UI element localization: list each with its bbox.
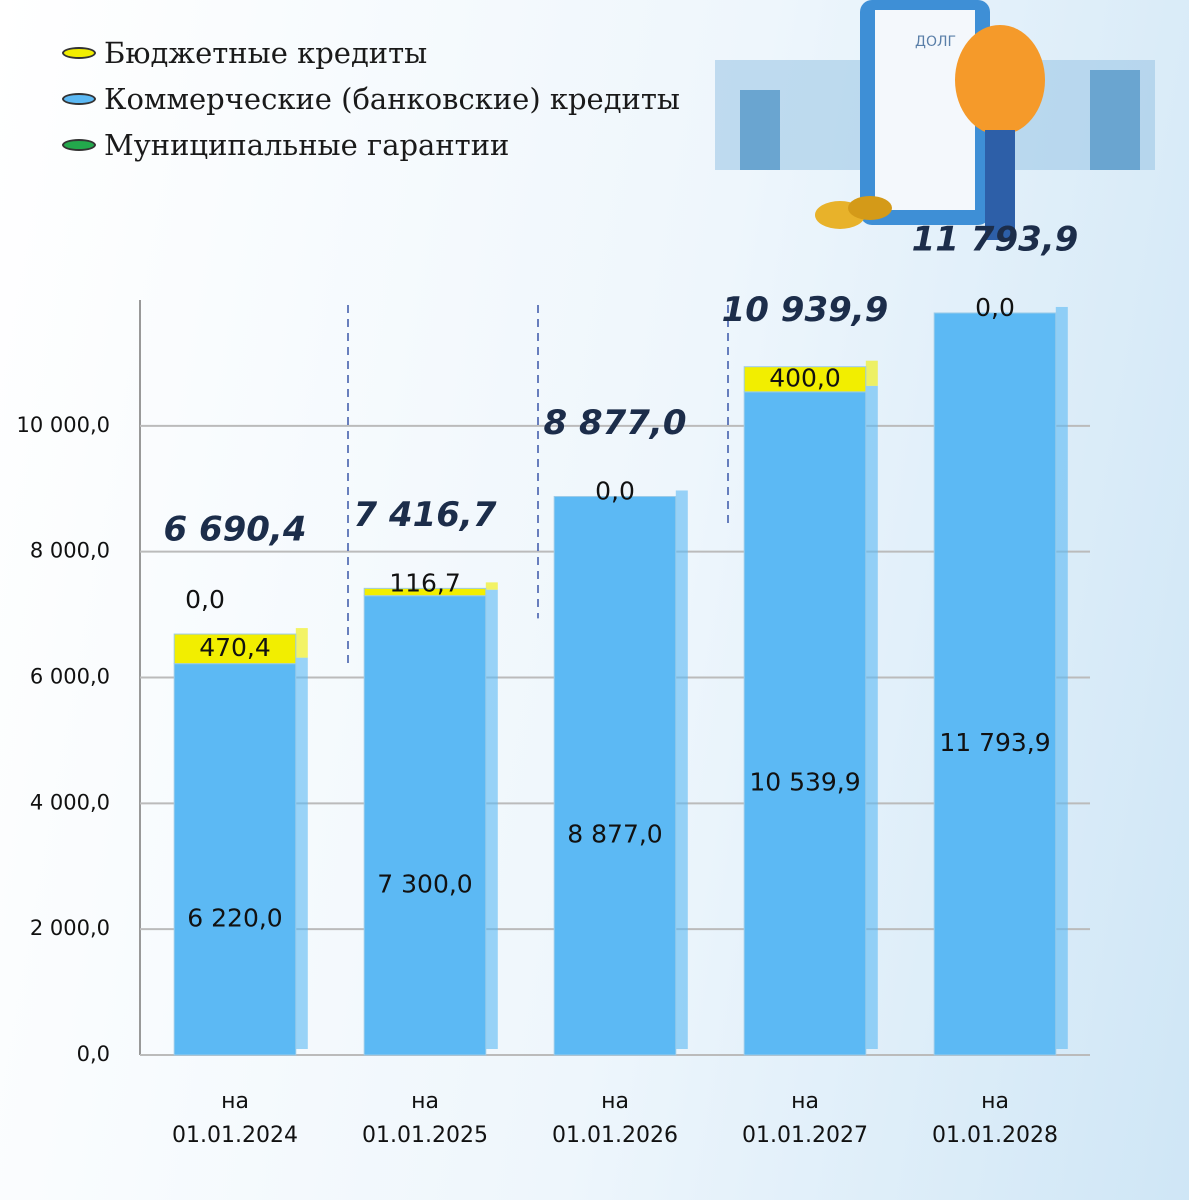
- x-tick-label: на 01.01.2027: [742, 1089, 868, 1148]
- value-label: 0,0: [185, 585, 225, 614]
- x-tick-label: на 01.01.2025: [362, 1089, 488, 1148]
- total-label: 6 690,4: [163, 509, 306, 549]
- value-label: 8 877,0: [567, 820, 662, 849]
- legend-label: Бюджетные кредиты: [104, 36, 428, 70]
- bar-segment: [743, 391, 867, 1056]
- legend-swatch: [62, 139, 96, 151]
- y-tick-label: 0,0: [77, 1042, 110, 1066]
- x-tick-label: на 01.01.2024: [172, 1089, 298, 1148]
- bar-segment: [553, 495, 677, 1056]
- bar-side: [675, 490, 688, 1049]
- legend: Бюджетные кредиты Коммерческие (банковски…: [62, 30, 680, 168]
- value-label: 470,4: [199, 633, 271, 662]
- legend-item: Муниципальные гарантии: [62, 122, 680, 168]
- bar-segment: [173, 663, 297, 1056]
- legend-item: Бюджетные кредиты: [62, 30, 680, 76]
- value-label: 6 220,0: [187, 903, 282, 932]
- legend-swatch: [62, 93, 96, 105]
- bar-side: [295, 657, 308, 1049]
- bar-side: [865, 385, 878, 1049]
- value-label: 11 793,9: [939, 728, 1050, 757]
- legend-swatch: [62, 47, 96, 59]
- x-tick-label: на 01.01.2028: [932, 1089, 1058, 1148]
- value-label: 0,0: [595, 476, 635, 505]
- bar-segment: [363, 595, 487, 1056]
- bar-segment: [363, 587, 487, 597]
- bar-side: [865, 360, 878, 386]
- total-label: 11 793,9: [912, 219, 1079, 259]
- svg-text:ДОЛГ: ДОЛГ: [915, 34, 956, 50]
- y-tick-label: 10 000,0: [16, 413, 110, 437]
- total-label: 10 939,9: [722, 290, 889, 330]
- bar-side: [1055, 306, 1068, 1049]
- total-label: 7 416,7: [353, 495, 496, 535]
- bar-segment: [933, 312, 1057, 1056]
- value-label: 7 300,0: [377, 869, 472, 898]
- legend-label: Муниципальные гарантии: [104, 128, 510, 162]
- bar-segment: [173, 633, 297, 665]
- bar-side: [295, 628, 308, 658]
- legend-item: Коммерческие (банковские) кредиты: [62, 76, 680, 122]
- x-tick-label: на 01.01.2026: [552, 1089, 678, 1148]
- value-label: 400,0: [769, 363, 841, 392]
- illustration: ДОЛГ: [715, 0, 1155, 240]
- bar-segment: [743, 366, 867, 393]
- value-label: 10 539,9: [749, 767, 860, 796]
- y-tick-label: 8 000,0: [30, 539, 110, 563]
- legend-label: Коммерческие (банковские) кредиты: [104, 82, 681, 116]
- y-tick-label: 6 000,0: [30, 665, 110, 689]
- bar-side: [485, 589, 498, 1049]
- total-label: 8 877,0: [543, 403, 686, 443]
- bar-side: [485, 582, 498, 590]
- value-label: 116,7: [389, 568, 461, 597]
- y-tick-label: 2 000,0: [30, 916, 110, 940]
- value-label: 0,0: [975, 293, 1015, 322]
- y-tick-label: 4 000,0: [30, 790, 110, 814]
